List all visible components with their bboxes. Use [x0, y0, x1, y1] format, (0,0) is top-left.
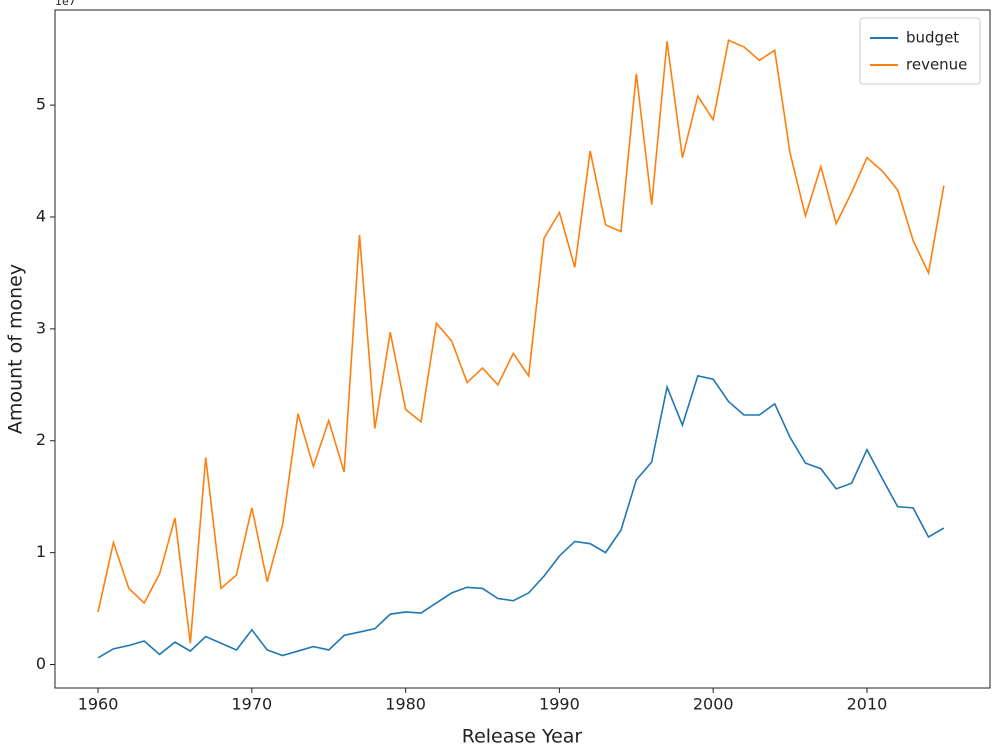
x-tick-label: 2010 [847, 695, 888, 714]
x-tick-label: 1980 [385, 695, 426, 714]
x-tick-label: 1990 [539, 695, 580, 714]
y-tick-label: 2 [36, 430, 46, 449]
y-tick-label: 3 [36, 318, 46, 337]
y-axis-label: Amount of money [5, 264, 27, 434]
y-tick-label: 5 [36, 95, 46, 114]
legend-label: budget [906, 29, 959, 47]
x-tick-label: 2000 [693, 695, 734, 714]
legend-label: revenue [906, 56, 967, 74]
x-tick-label: 1970 [231, 695, 272, 714]
plot-frame [54, 9, 991, 689]
x-tick-label: 1960 [78, 695, 119, 714]
y-tick-label: 0 [36, 654, 46, 673]
y-tick-label: 4 [36, 206, 46, 225]
line-revenue [97, 39, 945, 644]
offset-label: 1e7 [55, 0, 76, 8]
y-tick-label: 1 [36, 542, 46, 561]
legend-box [859, 17, 981, 85]
x-axis-label: Release Year [462, 726, 583, 748]
line-budget [97, 374, 945, 659]
